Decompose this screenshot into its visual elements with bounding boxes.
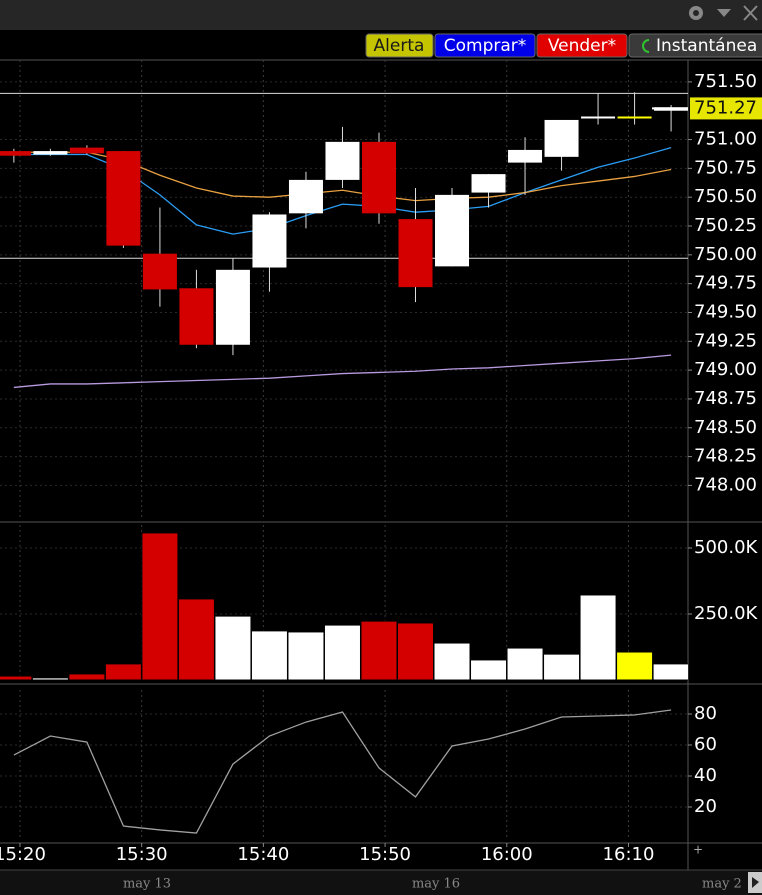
- x-tick-label: 15:50: [359, 844, 411, 865]
- candle-body: [361, 141, 396, 214]
- y-tick-label: 748.00: [694, 474, 757, 495]
- last-price-label: 751.27: [694, 97, 757, 118]
- indicator-line: [13, 354, 672, 389]
- y-tick-label: 751.00: [694, 129, 757, 150]
- y-tick-label: 750.00: [694, 244, 757, 265]
- x-tick-label: 16:10: [603, 844, 655, 865]
- y-tick-label: 60: [694, 734, 717, 755]
- volume-bar: [470, 659, 508, 681]
- candle-body: [471, 174, 506, 193]
- candle-body: [142, 253, 177, 290]
- settings-icon[interactable]: [689, 6, 703, 20]
- refresh-icon: [642, 39, 650, 53]
- dropdown-icon[interactable]: [717, 9, 731, 17]
- candle-body: [581, 116, 616, 119]
- scroll-arrow: [752, 877, 759, 888]
- volume-bar: [141, 532, 179, 681]
- title-bar: [0, 0, 762, 30]
- y-tick-label: 80: [694, 703, 717, 724]
- volume-bar: [652, 663, 688, 681]
- candle-body: [288, 179, 323, 214]
- candle-body: [325, 141, 360, 180]
- volume-bar: [579, 594, 617, 681]
- volume-bar: [214, 615, 252, 681]
- candle-body: [252, 214, 287, 268]
- volume-bar: [506, 647, 544, 681]
- candle-body: [69, 147, 104, 154]
- volume-bar: [104, 663, 142, 681]
- volume-bar: [68, 673, 106, 681]
- y-tick-label: 749.25: [694, 330, 757, 351]
- y-tick-label: 750.25: [694, 215, 757, 236]
- x-tick-label: 16:00: [481, 844, 533, 865]
- sell-label[interactable]: Vender*: [548, 36, 616, 56]
- zoom-icon[interactable]: +: [693, 843, 703, 857]
- y-tick-label: 250.0K: [694, 603, 759, 624]
- volume-bar: [433, 642, 471, 681]
- alert-button[interactable]: [365, 33, 434, 58]
- volume-bar: [360, 620, 398, 681]
- volume-bar: [543, 653, 581, 681]
- snapshot-button[interactable]: [628, 33, 762, 58]
- volume-bar: [323, 624, 361, 681]
- buy-button[interactable]: [434, 33, 536, 58]
- plot-area: [0, 60, 688, 840]
- snapshot-label[interactable]: Instantánea: [656, 36, 757, 56]
- volume-bar: [31, 677, 69, 681]
- date-strip: [0, 870, 762, 895]
- volume-bar: [0, 675, 33, 681]
- y-tick-label: 749.00: [694, 359, 757, 380]
- x-tick-label: 15:40: [237, 844, 289, 865]
- alert-label[interactable]: Alerta: [374, 36, 425, 56]
- date-label: may 16: [412, 877, 460, 892]
- date-label: may 13: [123, 877, 171, 892]
- volume-bar: [287, 631, 325, 681]
- candle-body: [617, 116, 652, 119]
- y-tick-label: 748.75: [694, 388, 757, 409]
- date-label: may 2: [702, 877, 742, 892]
- y-tick-label: 749.50: [694, 301, 757, 322]
- y-tick-label: 748.50: [694, 417, 757, 438]
- y-tick-label: 750.75: [694, 157, 757, 178]
- y-tick-label: 748.25: [694, 446, 757, 467]
- y-tick-label: 749.75: [694, 273, 757, 294]
- candle-body: [179, 288, 214, 345]
- close-icon[interactable]: [743, 5, 758, 21]
- candle-body: [33, 151, 68, 155]
- x-tick-label: 15:20: [0, 844, 46, 865]
- candle-body: [435, 194, 470, 267]
- y-tick-label: 750.50: [694, 186, 757, 207]
- sell-button[interactable]: [536, 33, 628, 58]
- volume-bar: [177, 598, 215, 681]
- volume-bar: [397, 622, 435, 681]
- y-tick-label: 751.50: [694, 71, 757, 92]
- y-tick-label: 500.0K: [694, 537, 759, 558]
- candle-body: [0, 151, 31, 156]
- candle-body: [106, 151, 141, 246]
- x-tick-label: 15:30: [116, 844, 168, 865]
- candle-body: [544, 119, 579, 157]
- buy-label[interactable]: Comprar*: [444, 36, 527, 56]
- y-tick-label: 40: [694, 765, 717, 786]
- volume-bar: [616, 651, 654, 681]
- candle-body: [508, 149, 543, 163]
- candle-body: [215, 269, 250, 345]
- indicator-line: [13, 709, 672, 834]
- candle-body: [398, 219, 433, 288]
- volume-bar: [250, 630, 288, 681]
- y-tick-label: 20: [694, 796, 717, 817]
- last-price-box: [690, 97, 762, 120]
